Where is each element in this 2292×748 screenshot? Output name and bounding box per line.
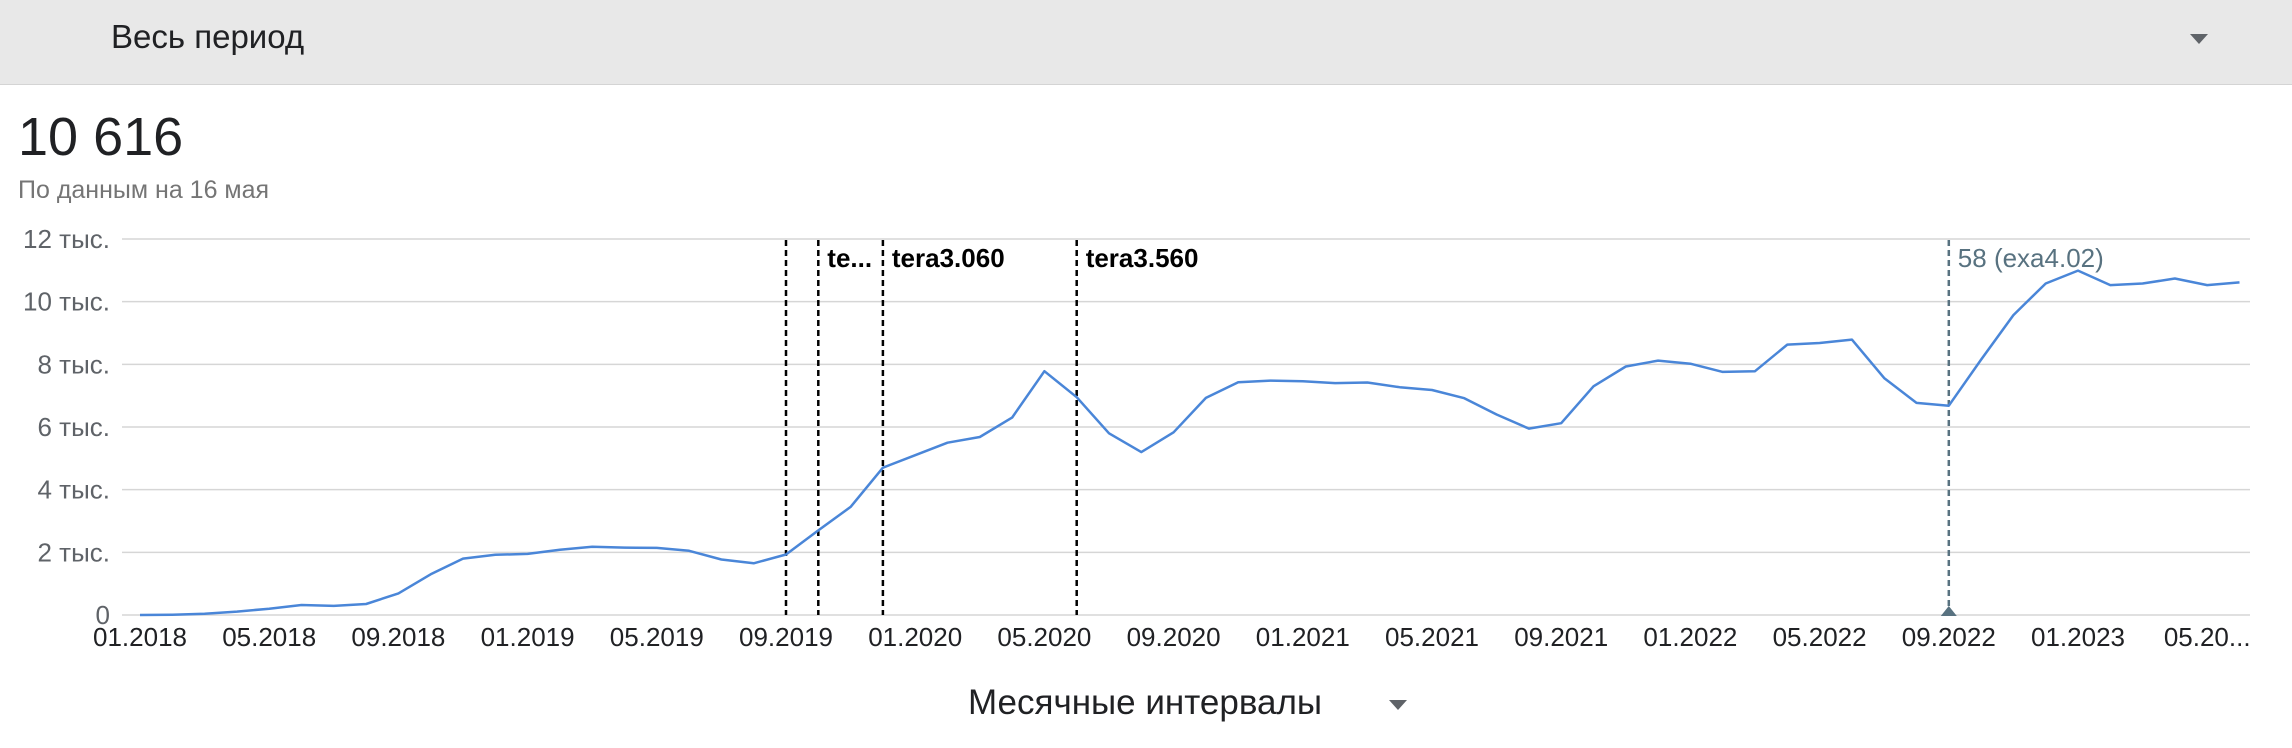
x-tick-label: 01.2020 bbox=[868, 622, 962, 652]
selected-annotation-label: 58 (exa4.02) bbox=[1958, 243, 2104, 273]
x-tick-label: 09.2020 bbox=[1127, 622, 1221, 652]
x-tick-label: 05.2019 bbox=[610, 622, 704, 652]
x-tick-label: 01.2019 bbox=[481, 622, 575, 652]
x-tick-label: 01.2022 bbox=[1643, 622, 1737, 652]
annotation-label: tera3.060 bbox=[892, 243, 1005, 273]
annotation-marker-icon bbox=[1940, 606, 1957, 616]
as-of-date: По данным на 16 мая bbox=[18, 176, 270, 204]
x-tick-label: 09.2019 bbox=[739, 622, 833, 652]
x-tick-label: 01.2018 bbox=[93, 622, 187, 652]
x-tick-label: 05.2021 bbox=[1385, 622, 1479, 652]
chevron-down-icon[interactable] bbox=[1389, 700, 1407, 710]
x-tick-label: 09.2018 bbox=[351, 622, 445, 652]
annotation-label: tera3.560 bbox=[1086, 243, 1199, 273]
x-tick-label: 09.2022 bbox=[1902, 622, 1996, 652]
x-tick-label: 09.2021 bbox=[1514, 622, 1608, 652]
y-tick-label: 6 тыс. bbox=[37, 412, 110, 442]
y-tick-label: 2 тыс. bbox=[37, 537, 110, 567]
x-tick-label: 05.20... bbox=[2164, 622, 2251, 652]
y-tick-label: 10 тыс. bbox=[23, 287, 110, 317]
chevron-down-icon[interactable] bbox=[2190, 34, 2208, 44]
total-value: 10 616 bbox=[18, 107, 184, 167]
period-selector[interactable]: Весь период bbox=[0, 0, 2292, 85]
x-tick-label: 01.2023 bbox=[2031, 622, 2125, 652]
x-tick-label: 05.2020 bbox=[997, 622, 1091, 652]
interval-selector[interactable]: Месячные интервалы bbox=[968, 683, 1323, 722]
series-line bbox=[139, 269, 2240, 617]
x-tick-label: 05.2022 bbox=[1773, 622, 1867, 652]
y-tick-label: 4 тыс. bbox=[37, 475, 110, 505]
y-tick-label: 12 тыс. bbox=[23, 224, 110, 254]
period-label: Весь период bbox=[111, 18, 305, 55]
y-tick-label: 8 тыс. bbox=[37, 349, 110, 379]
x-tick-label: 01.2021 bbox=[1256, 622, 1350, 652]
y-tick-label: 0 bbox=[96, 600, 110, 630]
x-tick-label: 05.2018 bbox=[222, 622, 316, 652]
annotation-label: te... bbox=[827, 243, 872, 273]
line-chart: 0 2 тыс. 4 тыс. 6 тыс. 8 тыс. 10 тыс. 12 тыс. 0… bbox=[23, 224, 2251, 652]
